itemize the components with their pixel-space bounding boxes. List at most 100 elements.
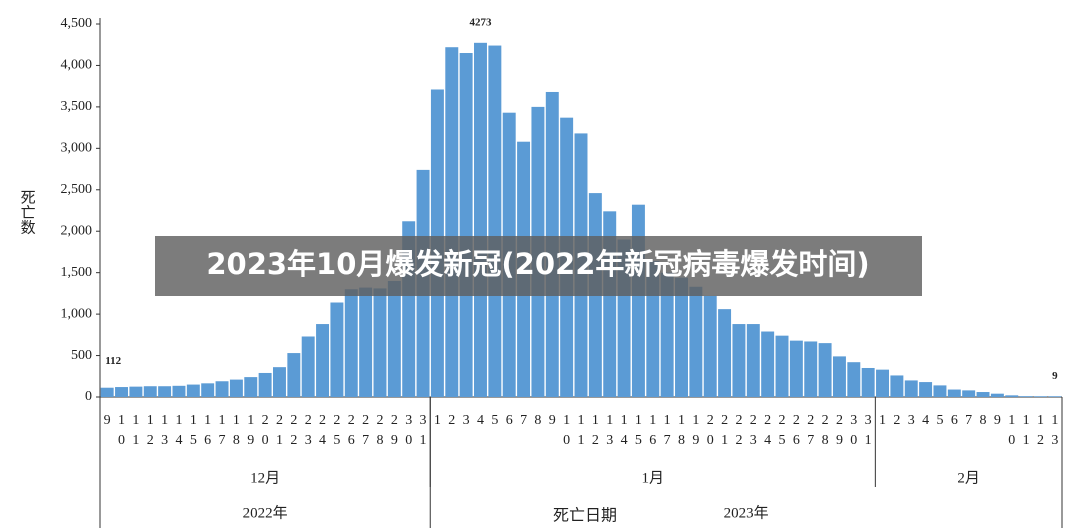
bar (488, 45, 502, 397)
x-tick-label: 4 (477, 413, 484, 428)
bar (718, 309, 732, 397)
banner-bg (155, 236, 922, 296)
y-tick-label: 0 (85, 389, 92, 404)
y-axis-label: 死亡数 (19, 190, 36, 235)
x-tick-label: 6 (506, 413, 513, 428)
bar (703, 295, 717, 397)
x-tick-label: 7 (520, 413, 527, 428)
bar (344, 289, 358, 397)
data-label: 9 (1052, 370, 1058, 382)
bar (818, 343, 832, 397)
bar (359, 287, 373, 397)
bar (115, 387, 129, 397)
data-label: 112 (105, 355, 121, 367)
x-tick-label: 4 (922, 413, 929, 428)
bar (1005, 395, 1019, 397)
bar (387, 280, 401, 397)
bar (962, 390, 976, 397)
bar (229, 379, 243, 397)
bar (129, 386, 143, 397)
bar (919, 382, 933, 397)
x-tick-label: 2 (893, 413, 900, 428)
bar (158, 386, 172, 397)
bar (890, 375, 904, 397)
x-tick-label: 9 (994, 413, 1001, 428)
data-label: 4273 (469, 16, 492, 28)
bar (761, 331, 775, 397)
bar (215, 381, 229, 397)
bar (689, 286, 703, 397)
bar (847, 362, 861, 397)
x-tick-label: 8 (534, 413, 541, 428)
bar (330, 302, 344, 397)
x-tick-label: 3 (463, 413, 470, 428)
bar (631, 204, 645, 397)
x-axis-label: 死亡日期 (553, 507, 617, 525)
year-label: 2023年 (724, 504, 769, 521)
bar (904, 380, 918, 397)
bar (474, 42, 487, 398)
month-label: 2月 (957, 470, 980, 486)
x-tick-label: 1 (434, 413, 441, 428)
x-tick-label: 5 (936, 413, 943, 428)
bar (287, 353, 301, 397)
x-tick-label: 9 (549, 413, 556, 428)
bar (876, 369, 890, 397)
y-tick-label: 500 (71, 348, 92, 363)
x-tick-label: 6 (951, 413, 958, 428)
bar (732, 324, 746, 397)
month-label: 1月 (642, 470, 665, 486)
bar (804, 341, 818, 397)
bar (1033, 396, 1047, 397)
bar (143, 386, 157, 397)
month-label: 12月 (250, 470, 280, 486)
bar (100, 387, 114, 397)
bar (459, 53, 473, 398)
y-tick-label: 3,000 (61, 141, 93, 156)
bar (660, 272, 674, 397)
bar (172, 385, 186, 397)
y-tick-label: 4,500 (61, 16, 93, 31)
bar (445, 47, 459, 397)
bar (301, 336, 315, 397)
x-tick-label: 5 (491, 413, 498, 428)
bar (990, 393, 1004, 397)
banner-title: 2023年10月爆发新冠(2022年新冠病毒爆发时间) (206, 247, 869, 281)
bar (675, 277, 688, 397)
bar (746, 324, 760, 397)
y-tick-label: 2,500 (61, 182, 93, 197)
year-label: 2022年 (243, 504, 288, 521)
y-tick-label: 1,000 (61, 306, 93, 321)
bar (316, 324, 330, 397)
x-tick-label: 9 (104, 413, 111, 428)
